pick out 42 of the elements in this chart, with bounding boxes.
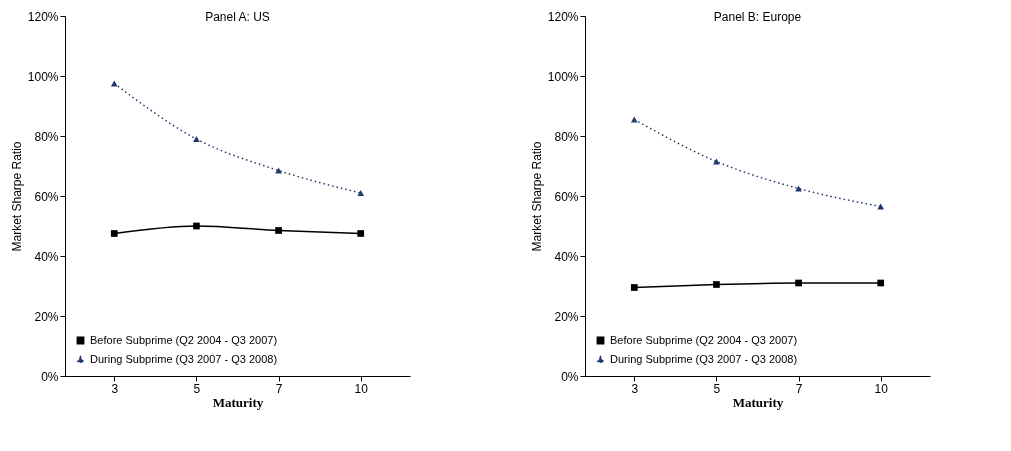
x-axis-title: Maturity xyxy=(212,394,264,410)
x-tick-label: 5 xyxy=(193,381,201,396)
point xyxy=(193,222,200,230)
legend-label: Before Subprime (Q2 2004 - Q3 2007) xyxy=(610,333,798,346)
legend-label: Before Subprime (Q2 2004 - Q3 2007) xyxy=(90,333,278,346)
x-tick-label: 7 xyxy=(795,381,803,396)
x-tick-label: 7 xyxy=(275,381,283,396)
point xyxy=(193,136,200,142)
y-tick-label: 120% xyxy=(27,9,59,24)
y-axis-title: Market Sharpe Ratio xyxy=(9,141,24,252)
y-axis-title: Market Sharpe Ratio xyxy=(529,141,544,252)
point xyxy=(795,279,802,287)
y-tick-label: 20% xyxy=(34,309,59,324)
point xyxy=(357,190,365,196)
point xyxy=(630,284,638,291)
x-tick-label: 3 xyxy=(631,381,639,396)
legend-label: During Subprime (Q3 2007 - Q3 2008) xyxy=(610,352,798,365)
y-tick-label: 60% xyxy=(34,189,59,204)
point xyxy=(713,281,720,288)
chart-title: Panel B: Europe xyxy=(713,10,802,24)
x-tick-label: 10 xyxy=(874,381,889,396)
y-tick-label: 100% xyxy=(547,69,579,84)
y-tick-label: 80% xyxy=(34,129,59,144)
y-tick-label: 20% xyxy=(554,309,579,324)
x-axis-title: Maturity xyxy=(732,394,784,410)
y-tick-label: 40% xyxy=(554,249,579,264)
y-tick-label: 80% xyxy=(554,129,579,144)
point xyxy=(357,230,365,237)
y-tick-label: 0% xyxy=(41,369,59,384)
x-tick-label: 3 xyxy=(111,381,119,396)
y-tick-label: 40% xyxy=(34,249,59,264)
chart-title: Panel A: US xyxy=(205,10,270,24)
point xyxy=(275,227,282,234)
y-tick-label: 120% xyxy=(547,9,579,24)
y-tick-label: 0% xyxy=(561,369,579,384)
x-tick-label: 10 xyxy=(354,381,369,396)
point xyxy=(110,230,118,237)
y-tick-label: 60% xyxy=(554,189,579,204)
point xyxy=(877,279,885,287)
x-tick-label: 5 xyxy=(713,381,721,396)
y-tick-label: 100% xyxy=(27,69,59,84)
legend-label: During Subprime (Q3 2007 - Q3 2008) xyxy=(90,352,278,365)
